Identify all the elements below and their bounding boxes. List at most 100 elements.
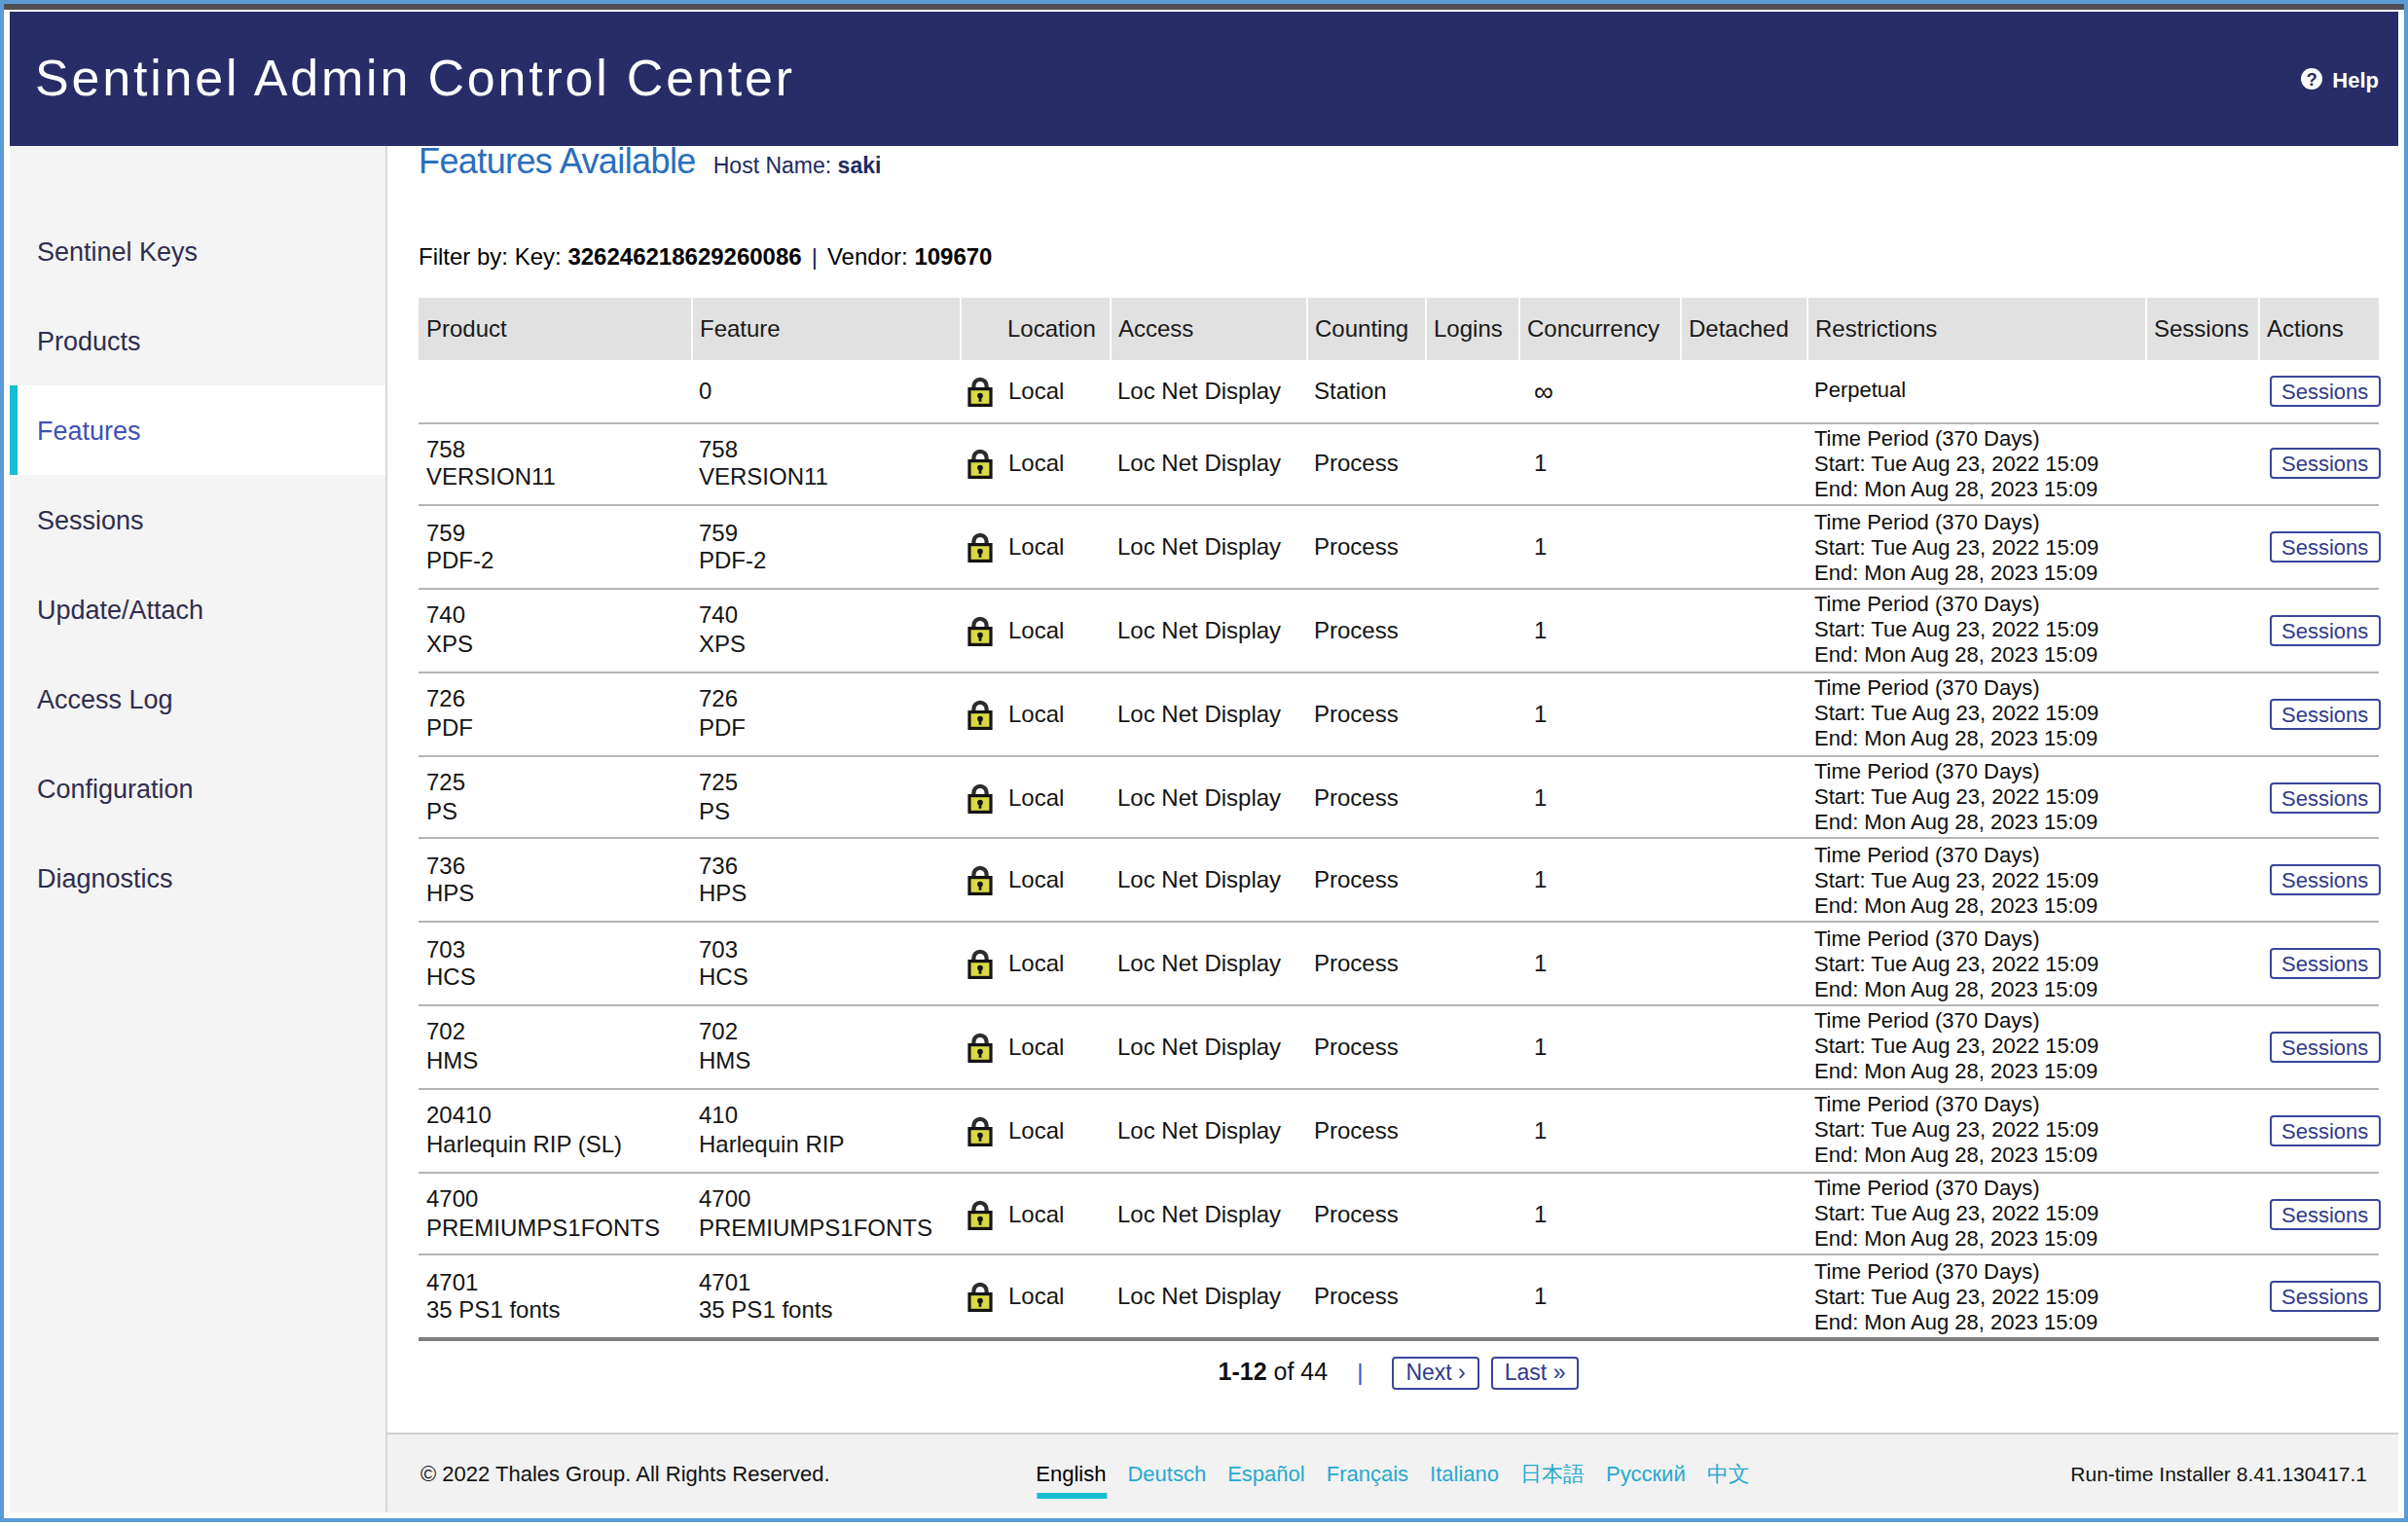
language-link-4[interactable]: Italiano: [1430, 1462, 1499, 1485]
detached-cell: [1680, 672, 1806, 756]
sidebar-item-access-log[interactable]: Access Log: [10, 654, 385, 744]
logins-cell: [1425, 755, 1518, 839]
sessions-button[interactable]: Sessions: [2270, 1281, 2380, 1312]
language-link-1[interactable]: Deutsch: [1127, 1462, 1206, 1485]
sessions-button[interactable]: Sessions: [2270, 615, 2380, 646]
access-cell: Loc Net Display: [1110, 839, 1306, 923]
sessions-count-cell: [2145, 422, 2258, 506]
detached-cell: [1680, 589, 1806, 672]
features-table: ProductFeatureLocationAccessCountingLogi…: [419, 298, 2379, 1341]
logins-cell: [1425, 1172, 1518, 1255]
sidebar-item-configuration[interactable]: Configuration: [10, 744, 385, 833]
main-content: Features AvailableHost Name: saki Filter…: [387, 146, 2398, 1512]
sidebar-nav: Sentinel KeysProductsFeaturesSessionsUpd…: [10, 146, 387, 1512]
copyright: © 2022 Thales Group. All Rights Reserved…: [420, 1462, 830, 1485]
sidebar-item-sessions[interactable]: Sessions: [10, 475, 385, 564]
sessions-count-cell: [2145, 506, 2258, 590]
product-cell: 4700PREMIUMPS1FONTS: [419, 1172, 691, 1255]
concurrency-cell: 1: [1518, 1089, 1680, 1173]
page-title-text: Features Available: [419, 146, 696, 177]
actions-cell: Sessions: [2258, 1255, 2379, 1339]
feature-row: 736HPS736HPSLocalLoc Net DisplayProcess1…: [419, 839, 2379, 923]
access-cell: Loc Net Display: [1110, 589, 1306, 672]
sidebar-item-features[interactable]: Features: [10, 385, 385, 475]
logins-cell: [1425, 1005, 1518, 1089]
sessions-button[interactable]: Sessions: [2270, 1115, 2380, 1146]
actions-cell: Sessions: [2258, 1172, 2379, 1255]
sidebar-item-sentinel-keys[interactable]: Sentinel Keys: [10, 206, 385, 296]
detached-cell: [1680, 755, 1806, 839]
help-icon: ?: [2301, 68, 2322, 90]
detached-cell: [1680, 1005, 1806, 1089]
product-cell: 736HPS: [419, 839, 691, 923]
location-value: Local: [1008, 950, 1064, 977]
sessions-button[interactable]: Sessions: [2270, 1198, 2380, 1229]
concurrency-cell: 1: [1518, 839, 1680, 923]
lock-icon: [967, 781, 993, 813]
sessions-button[interactable]: Sessions: [2270, 1032, 2380, 1063]
feature-cell: 740XPS: [691, 589, 960, 672]
sessions-button[interactable]: Sessions: [2270, 376, 2380, 407]
column-header-counting: Counting: [1306, 298, 1425, 360]
help-button[interactable]: ?Help: [2301, 67, 2379, 91]
language-link-0[interactable]: English: [1036, 1462, 1106, 1485]
sessions-button[interactable]: Sessions: [2270, 781, 2380, 813]
location-value: Local: [1008, 1283, 1064, 1310]
sessions-count-cell: [2145, 672, 2258, 756]
last-page-button[interactable]: Last »: [1491, 1357, 1580, 1390]
location-cell: Local: [960, 1005, 1110, 1089]
restrictions-cell: Time Period (370 Days)Start: Tue Aug 23,…: [1806, 1255, 2145, 1339]
sessions-button[interactable]: Sessions: [2270, 948, 2380, 979]
feature-row: 726PDF726PDFLocalLoc Net DisplayProcess1…: [419, 672, 2379, 756]
language-link-6[interactable]: Русский: [1606, 1462, 1686, 1485]
sidebar-item-products[interactable]: Products: [10, 296, 385, 385]
lock-icon: [967, 376, 993, 407]
feature-cell: 759PDF-2: [691, 506, 960, 590]
access-cell: Loc Net Display: [1110, 506, 1306, 590]
language-link-3[interactable]: Français: [1327, 1462, 1408, 1485]
next-page-button[interactable]: Next ›: [1392, 1357, 1478, 1390]
page-frame: Sentinel Admin Control Center ?Help Sent…: [0, 0, 2408, 1522]
language-link-5[interactable]: 日本語: [1520, 1459, 1585, 1488]
sidebar-item-update-attach[interactable]: Update/Attach: [10, 564, 385, 654]
page-range: 1-12 of 44: [1219, 1360, 1329, 1387]
sidebar-item-diagnostics[interactable]: Diagnostics: [10, 833, 385, 923]
brand-admin-control-center: Admin Control Center: [254, 49, 795, 107]
sessions-button[interactable]: Sessions: [2270, 699, 2380, 730]
counting-cell: Process: [1306, 506, 1425, 590]
concurrency-cell: 1: [1518, 923, 1680, 1006]
location-cell: Local: [960, 1172, 1110, 1255]
lock-icon: [967, 1115, 993, 1146]
counting-cell: Process: [1306, 923, 1425, 1006]
product-cell: 703HCS: [419, 923, 691, 1006]
language-link-7[interactable]: 中文: [1707, 1459, 1750, 1488]
column-header-product: Product: [419, 298, 691, 360]
restrictions-cell: Time Period (370 Days)Start: Tue Aug 23,…: [1806, 589, 2145, 672]
location-value: Local: [1008, 701, 1064, 728]
language-link-2[interactable]: Español: [1227, 1462, 1305, 1485]
location-cell: Local: [960, 589, 1110, 672]
detached-cell: [1680, 1089, 1806, 1173]
counting-cell: Process: [1306, 672, 1425, 756]
feature-row: 4700PREMIUMPS1FONTS4700PREMIUMPS1FONTSLo…: [419, 1172, 2379, 1255]
sessions-button[interactable]: Sessions: [2270, 531, 2380, 563]
detached-cell: [1680, 360, 1806, 422]
actions-cell: Sessions: [2258, 923, 2379, 1006]
filter-vendor-label: Vendor:: [827, 243, 908, 271]
location-cell: Local: [960, 506, 1110, 590]
pagination: 1-12 of 44 | Next › Last »: [419, 1357, 2379, 1390]
restrictions-cell: Time Period (370 Days)Start: Tue Aug 23,…: [1806, 923, 2145, 1006]
sessions-button[interactable]: Sessions: [2270, 865, 2380, 896]
restrictions-cell: Time Period (370 Days)Start: Tue Aug 23,…: [1806, 1089, 2145, 1173]
logins-cell: [1425, 923, 1518, 1006]
feature-row: 740XPS740XPSLocalLoc Net DisplayProcess1…: [419, 589, 2379, 672]
feature-row: 470135 PS1 fonts470135 PS1 fontsLocalLoc…: [419, 1255, 2379, 1339]
detached-cell: [1680, 923, 1806, 1006]
concurrency-cell: 1: [1518, 1005, 1680, 1089]
actions-cell: Sessions: [2258, 1089, 2379, 1173]
location-value: Local: [1008, 617, 1064, 644]
location-cell: Local: [960, 360, 1110, 422]
sessions-button[interactable]: Sessions: [2270, 449, 2380, 480]
counting-cell: Station: [1306, 360, 1425, 422]
column-header-actions: Actions: [2258, 298, 2379, 360]
